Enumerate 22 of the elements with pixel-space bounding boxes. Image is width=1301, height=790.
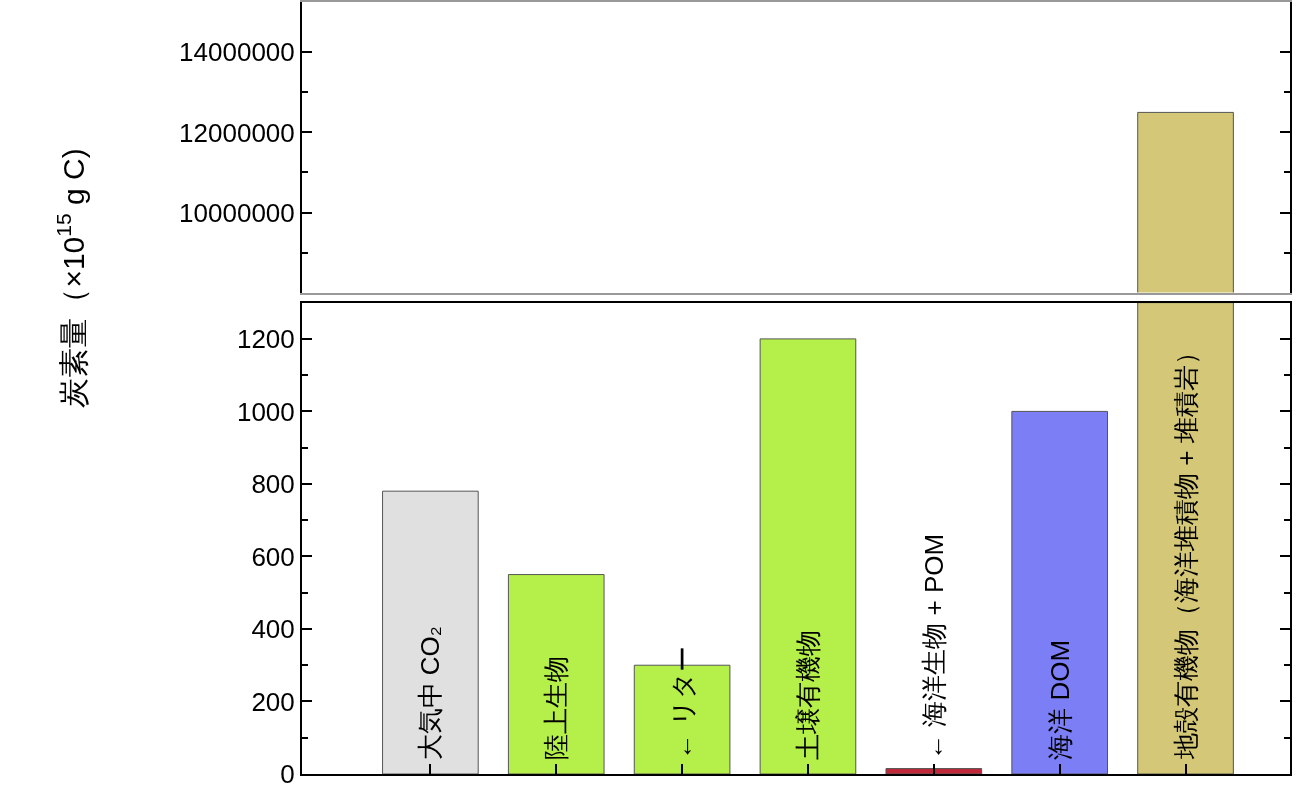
y-tick-label: 14000000 xyxy=(179,37,295,68)
y-tick-label: 1200 xyxy=(236,323,295,354)
bar xyxy=(382,490,479,774)
y-tick-label: 0 xyxy=(280,759,295,790)
bar xyxy=(885,768,983,774)
x-tick-label: 陸上生物 xyxy=(541,656,572,761)
y-tick-label: 10000000 xyxy=(179,197,295,228)
x-tick-label: 海洋 DOM xyxy=(1044,639,1075,760)
x-tick-label: ← 海洋生物 + POM xyxy=(918,533,949,760)
bar xyxy=(507,574,605,774)
y-tick-label: 200 xyxy=(251,686,295,717)
y-tick-label: 1000 xyxy=(236,396,295,427)
x-tick-label: ← リター xyxy=(667,646,698,760)
y-tick-label: 600 xyxy=(251,541,295,572)
x-tick-label: 土壌有機物 xyxy=(792,629,823,760)
y-tick-label: 400 xyxy=(251,614,295,645)
bar xyxy=(1011,410,1108,774)
x-tick-label: 地殻有機物（海洋堆積物 + 堆積岩） xyxy=(1171,339,1202,761)
y-tick-label: 12000000 xyxy=(179,117,295,148)
bar xyxy=(759,338,857,774)
x-tick-label: 大気中 CO₂ xyxy=(415,626,446,761)
y-tick-label: 800 xyxy=(251,469,295,500)
